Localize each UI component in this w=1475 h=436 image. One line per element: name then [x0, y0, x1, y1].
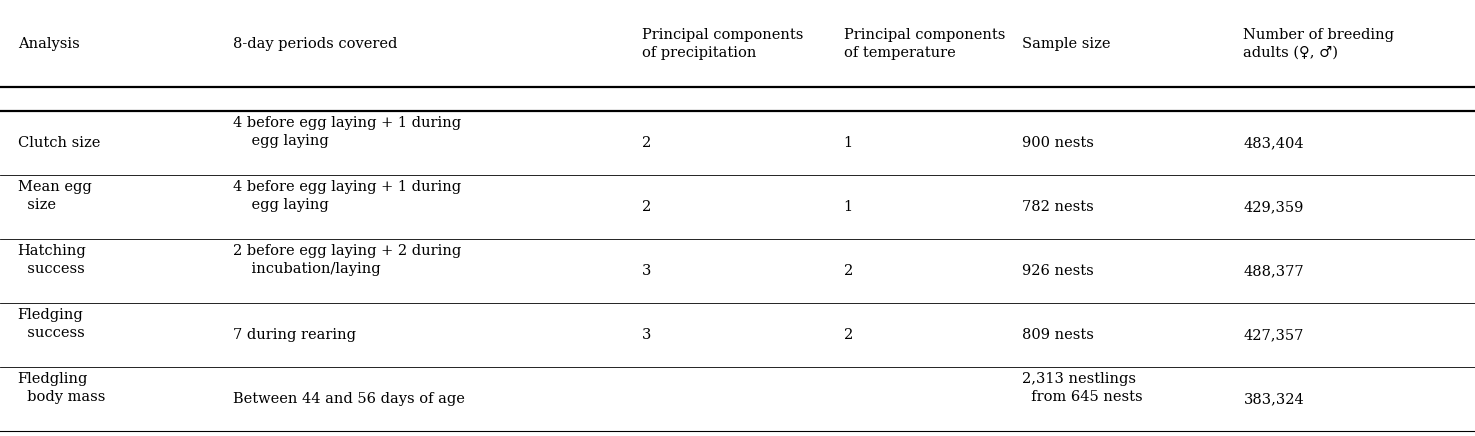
Text: Fledging
  success: Fledging success — [18, 308, 84, 340]
Text: 4 before egg laying + 1 during
    egg laying: 4 before egg laying + 1 during egg layin… — [233, 116, 462, 148]
Text: Between 44 and 56 days of age: Between 44 and 56 days of age — [233, 392, 465, 406]
Text: 1: 1 — [844, 136, 853, 150]
Text: 2: 2 — [642, 136, 650, 150]
Text: 7 during rearing: 7 during rearing — [233, 328, 355, 342]
Text: 8-day periods covered: 8-day periods covered — [233, 37, 397, 51]
Text: Number of breeding
adults (♀, ♂): Number of breeding adults (♀, ♂) — [1243, 27, 1394, 60]
Text: 483,404: 483,404 — [1243, 136, 1304, 150]
Text: 900 nests: 900 nests — [1022, 136, 1094, 150]
Text: Principal components
of temperature: Principal components of temperature — [844, 27, 1004, 60]
Text: 427,357: 427,357 — [1243, 328, 1304, 342]
Text: 3: 3 — [642, 328, 650, 342]
Text: 2 before egg laying + 2 during
    incubation/laying: 2 before egg laying + 2 during incubatio… — [233, 244, 462, 276]
Text: 488,377: 488,377 — [1243, 264, 1304, 278]
Text: Hatching
  success: Hatching success — [18, 244, 87, 276]
Text: 383,324: 383,324 — [1243, 392, 1304, 406]
Text: 809 nests: 809 nests — [1022, 328, 1094, 342]
Text: Clutch size: Clutch size — [18, 136, 100, 150]
Text: Sample size: Sample size — [1022, 37, 1111, 51]
Text: 429,359: 429,359 — [1243, 200, 1304, 214]
Text: 2: 2 — [844, 264, 853, 278]
Text: 2,313 nestlings
  from 645 nests: 2,313 nestlings from 645 nests — [1022, 372, 1143, 404]
Text: 3: 3 — [642, 264, 650, 278]
Text: Principal components
of precipitation: Principal components of precipitation — [642, 27, 802, 60]
Text: 2: 2 — [844, 328, 853, 342]
Text: 782 nests: 782 nests — [1022, 200, 1094, 214]
Text: 2: 2 — [642, 200, 650, 214]
Text: Mean egg
  size: Mean egg size — [18, 181, 91, 212]
Text: 926 nests: 926 nests — [1022, 264, 1094, 278]
Text: Analysis: Analysis — [18, 37, 80, 51]
Text: Fledgling
  body mass: Fledgling body mass — [18, 372, 105, 404]
Text: 1: 1 — [844, 200, 853, 214]
Text: 4 before egg laying + 1 during
    egg laying: 4 before egg laying + 1 during egg layin… — [233, 181, 462, 212]
